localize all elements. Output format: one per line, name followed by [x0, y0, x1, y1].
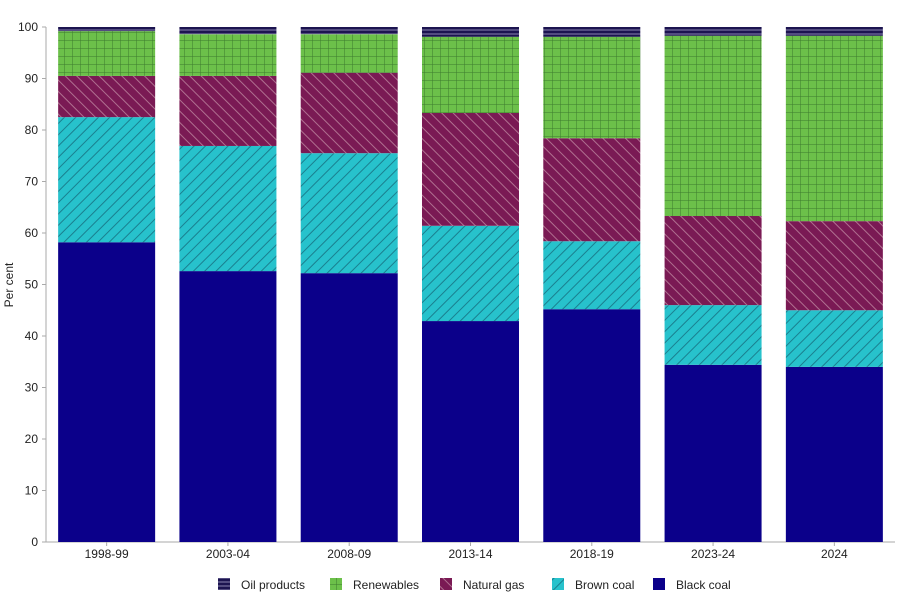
bar-natural-gas [422, 113, 519, 226]
bar-black-coal [664, 364, 762, 542]
legend-label: Black coal [676, 578, 731, 592]
y-tick-label: 90 [25, 72, 39, 86]
bar-black-coal [543, 309, 641, 542]
bar-renewables [664, 35, 762, 217]
bar-brown-coal [543, 241, 641, 310]
x-tick-label: 2003-04 [206, 547, 250, 561]
bar-black-coal [179, 271, 277, 542]
bar-oil-products [785, 27, 883, 36]
x-tick-label: 1998-99 [85, 547, 129, 561]
bar-natural-gas [300, 72, 398, 154]
legend-swatch [552, 578, 564, 590]
bar-black-coal [300, 273, 398, 542]
bar-renewables [422, 36, 519, 114]
bar-brown-coal [300, 153, 398, 274]
bar-oil-products [422, 27, 519, 37]
bar-natural-gas [785, 221, 883, 311]
bar-oil-products [58, 27, 156, 32]
legend-item[interactable]: Black coal [653, 578, 731, 592]
legend-swatch [218, 578, 230, 590]
legend-item[interactable]: Renewables [330, 578, 419, 592]
legend-item[interactable]: Natural gas [440, 578, 524, 592]
bar-renewables [58, 31, 156, 76]
legend-swatch [653, 578, 665, 590]
legend-swatch [440, 578, 452, 590]
y-tick-label: 60 [25, 226, 39, 240]
bar-renewables [179, 34, 277, 76]
y-tick-label: 0 [31, 535, 38, 549]
bar-natural-gas [543, 138, 641, 242]
x-tick-label: 2023-24 [691, 547, 735, 561]
bar-natural-gas [664, 216, 762, 306]
bar-renewables [785, 35, 883, 222]
y-tick-label: 10 [25, 484, 39, 498]
bar-brown-coal [58, 117, 156, 243]
x-tick-label: 2018-19 [570, 547, 614, 561]
bar-oil-products [300, 27, 398, 35]
bar-renewables [543, 36, 641, 139]
x-tick-label: 2024 [821, 547, 848, 561]
bar-oil-products [543, 27, 641, 37]
legend-item[interactable]: Oil products [218, 578, 305, 592]
y-tick-label: 80 [25, 123, 39, 137]
bar-oil-products [179, 27, 277, 35]
bar-brown-coal [664, 305, 762, 365]
bar-black-coal [58, 242, 156, 542]
legend-label: Natural gas [463, 578, 524, 592]
bar-brown-coal [422, 225, 519, 322]
x-tick-label: 2008-09 [327, 547, 371, 561]
y-tick-label: 20 [25, 432, 39, 446]
legend-label: Brown coal [575, 578, 634, 592]
x-tick-label: 2013-14 [448, 547, 492, 561]
legend-swatch [330, 578, 342, 590]
bar-brown-coal [179, 145, 277, 272]
legend-label: Renewables [353, 578, 419, 592]
bar-natural-gas [179, 75, 277, 146]
legend-label: Oil products [241, 578, 305, 592]
bar-oil-products [664, 27, 762, 36]
y-tick-label: 40 [25, 329, 39, 343]
y-tick-label: 100 [18, 20, 38, 34]
bar-natural-gas [58, 75, 156, 118]
bar-renewables [300, 34, 398, 73]
bar-brown-coal [785, 310, 883, 367]
y-axis-label: Per cent [2, 262, 16, 307]
y-tick-label: 30 [25, 381, 39, 395]
y-tick-label: 70 [25, 175, 39, 189]
y-tick-label: 50 [25, 278, 39, 292]
legend-item[interactable]: Brown coal [552, 578, 634, 592]
bar-black-coal [785, 366, 883, 542]
bar-black-coal [422, 321, 519, 542]
